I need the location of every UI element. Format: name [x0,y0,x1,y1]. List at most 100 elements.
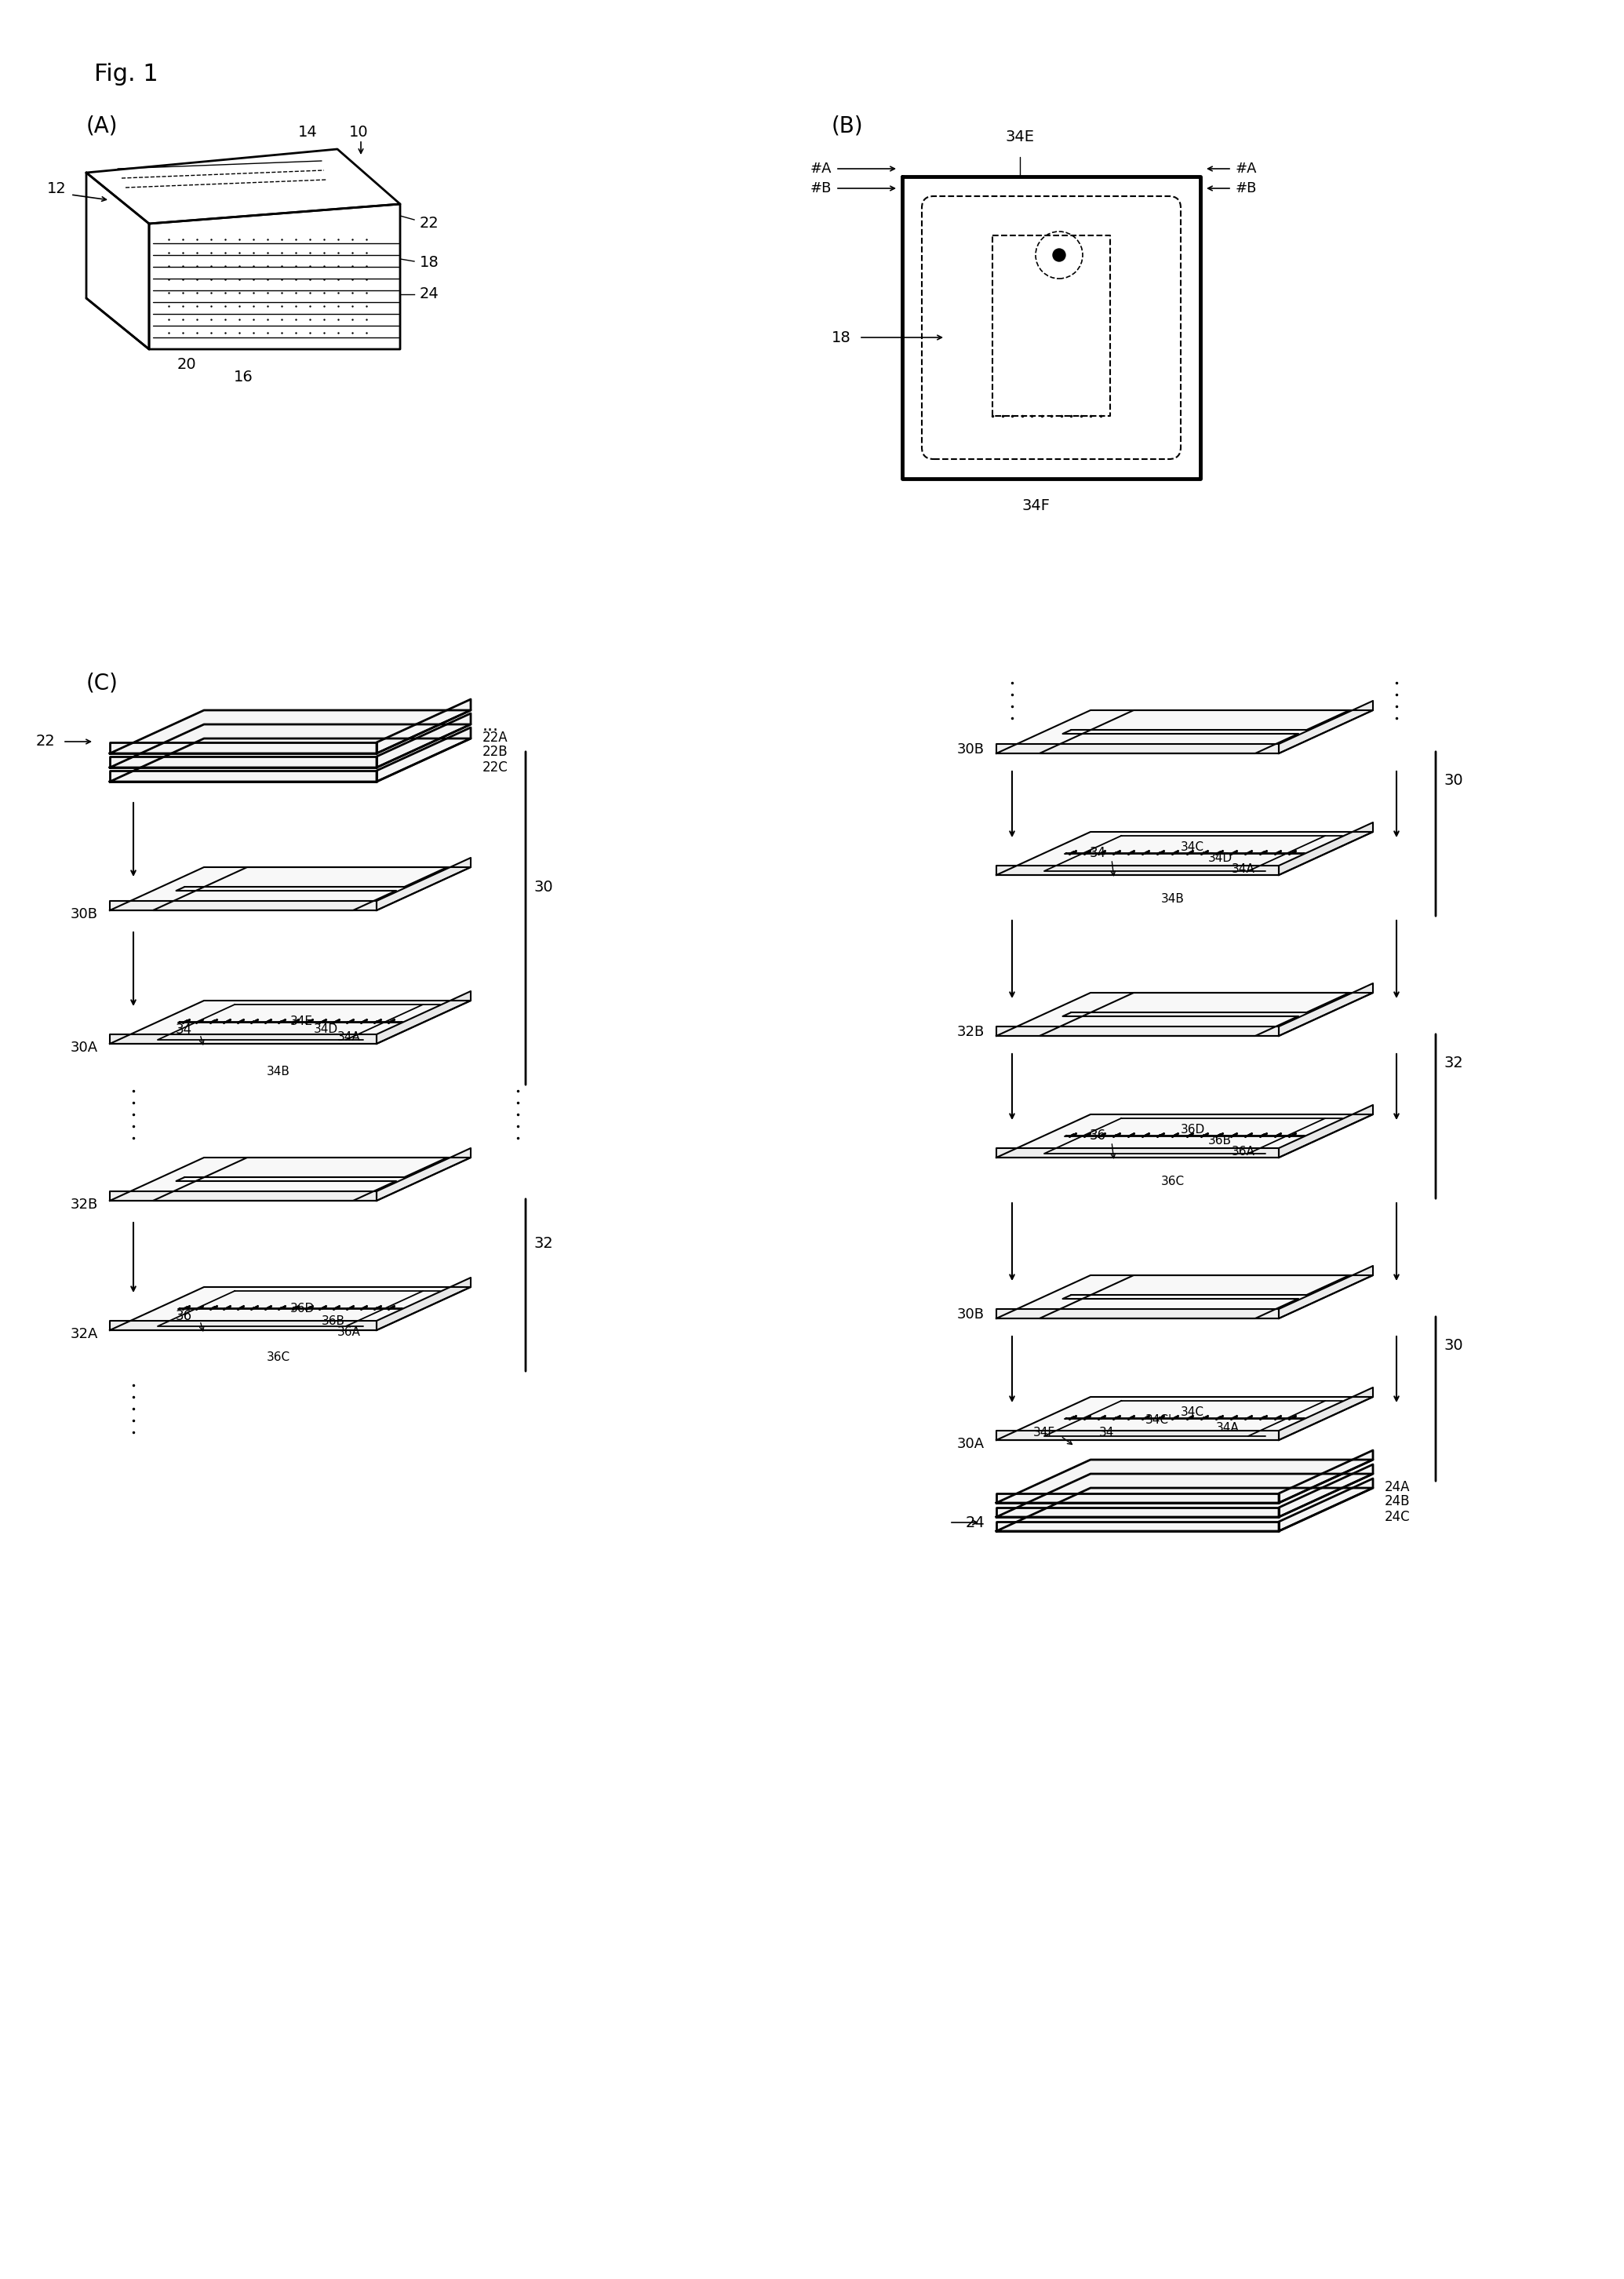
Text: #B: #B [810,182,831,196]
Text: 10: 10 [349,125,369,139]
Text: 24: 24 [965,1516,984,1529]
Polygon shape [997,1522,1278,1531]
Text: 30A: 30A [957,1438,984,1452]
Text: 34A: 34A [338,1032,361,1044]
Polygon shape [1278,1479,1372,1531]
Text: 34D: 34D [313,1023,338,1035]
Text: 24B: 24B [1385,1495,1410,1509]
Text: 36A: 36A [1231,1146,1255,1158]
Polygon shape [997,832,1372,875]
Text: 30B: 30B [957,743,984,757]
Polygon shape [110,868,471,909]
Text: (C): (C) [86,672,119,693]
Polygon shape [110,1322,377,1331]
Polygon shape [1278,982,1372,1037]
Text: ...: ... [482,718,499,734]
Polygon shape [997,1488,1372,1531]
Text: 30: 30 [534,880,552,893]
Polygon shape [1278,1265,1372,1320]
Text: 36D: 36D [1181,1124,1205,1135]
Text: 32: 32 [1444,1055,1463,1071]
Text: 30B: 30B [70,907,97,921]
Text: 34B: 34B [266,1064,291,1078]
Polygon shape [997,1509,1278,1518]
Polygon shape [110,743,377,754]
Polygon shape [377,1279,471,1331]
Text: 24: 24 [419,287,438,301]
Text: 36: 36 [175,1308,192,1324]
Polygon shape [1278,1388,1372,1440]
Polygon shape [110,900,377,909]
Text: 34E: 34E [291,1016,313,1028]
Text: Fig. 1: Fig. 1 [94,64,158,87]
Polygon shape [1278,823,1372,875]
Text: 36C: 36C [1161,1176,1186,1187]
Polygon shape [110,1158,471,1201]
Text: 30A: 30A [70,1042,97,1055]
Text: 22C: 22C [482,761,508,775]
Text: 36B: 36B [322,1315,346,1326]
Text: 30B: 30B [957,1308,984,1322]
Text: 34D: 34D [1208,852,1233,864]
Text: 18: 18 [831,330,851,344]
Polygon shape [1278,1105,1372,1158]
Polygon shape [997,1397,1372,1440]
Polygon shape [110,770,377,782]
Polygon shape [377,700,471,754]
Text: 32B: 32B [957,1026,984,1039]
Circle shape [1052,248,1065,262]
Text: 34B: 34B [1161,893,1184,905]
Polygon shape [110,1000,471,1044]
Polygon shape [997,1149,1278,1158]
Polygon shape [377,857,471,909]
Text: 36B: 36B [1208,1135,1231,1146]
Polygon shape [997,1026,1278,1037]
Polygon shape [377,727,471,782]
Text: 34C: 34C [1181,1406,1205,1418]
Text: 20: 20 [177,358,197,371]
Text: 34: 34 [1090,846,1106,859]
Polygon shape [377,991,471,1044]
Polygon shape [997,1459,1372,1502]
Polygon shape [997,1276,1372,1320]
Text: #B: #B [1236,182,1257,196]
Text: 36A: 36A [338,1326,361,1338]
Polygon shape [110,1035,377,1044]
Polygon shape [110,725,471,768]
Polygon shape [377,1149,471,1201]
Polygon shape [997,1308,1278,1320]
Text: 36C: 36C [266,1351,291,1363]
Text: 18: 18 [419,255,438,271]
Polygon shape [997,711,1372,754]
Text: 36D: 36D [291,1301,315,1315]
Text: 16: 16 [234,369,253,385]
Text: 30: 30 [1444,773,1463,789]
Polygon shape [110,1288,471,1331]
Text: 22: 22 [419,217,438,230]
Polygon shape [997,994,1372,1037]
Text: 34A: 34A [1216,1422,1239,1433]
Polygon shape [377,713,471,768]
Polygon shape [110,738,471,782]
Polygon shape [997,866,1278,875]
Text: 34A: 34A [1231,864,1255,875]
Polygon shape [997,1475,1372,1518]
Text: 22B: 22B [482,745,508,759]
Text: 34: 34 [175,1023,192,1037]
Text: 14: 14 [299,125,318,139]
Text: #A: #A [1236,162,1257,175]
Polygon shape [1278,1449,1372,1502]
Text: 32A: 32A [70,1326,97,1340]
Text: 32: 32 [534,1237,552,1251]
Polygon shape [1278,702,1372,754]
Text: 34F: 34F [1033,1427,1056,1438]
Text: (A): (A) [86,114,119,137]
Text: (B): (B) [831,114,864,137]
Text: 24C: 24C [1385,1511,1410,1525]
Text: 32B: 32B [70,1196,97,1212]
Polygon shape [997,1431,1278,1440]
Polygon shape [1278,1465,1372,1518]
Polygon shape [997,1493,1278,1502]
Text: 34: 34 [1099,1427,1114,1438]
Polygon shape [110,757,377,768]
